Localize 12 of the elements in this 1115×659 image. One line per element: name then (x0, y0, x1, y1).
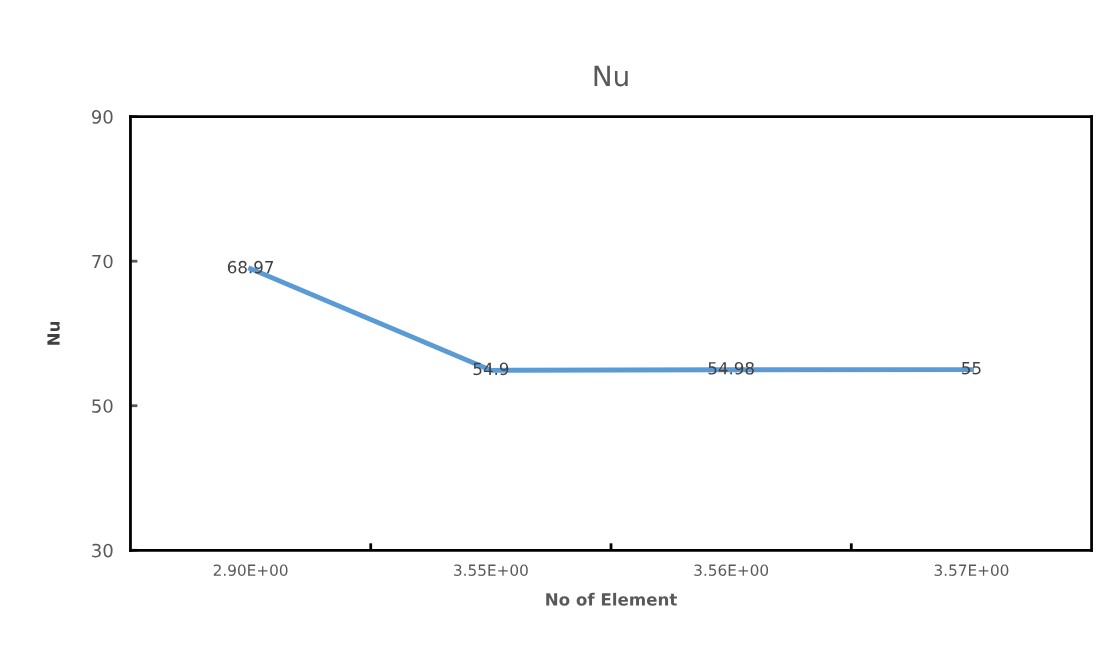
y-tick-label: 90 (91, 110, 113, 124)
y-axis-title: Nu (47, 321, 60, 345)
y-tick-label: 30 (92, 543, 113, 558)
x-tick-label: 3.55E+00 (454, 564, 528, 576)
x-axis-title: No of Element (546, 592, 677, 606)
y-tick-label: 70 (92, 254, 113, 269)
y-tick-label: 50 (92, 399, 113, 413)
x-tick-label: 3.57E+00 (934, 564, 1009, 576)
chart-title: Nu (594, 65, 628, 87)
data-label: 68.97 (227, 260, 274, 274)
x-tick-label: 2.90E+00 (213, 564, 288, 576)
x-tick-label: 3.56E+00 (694, 564, 769, 576)
